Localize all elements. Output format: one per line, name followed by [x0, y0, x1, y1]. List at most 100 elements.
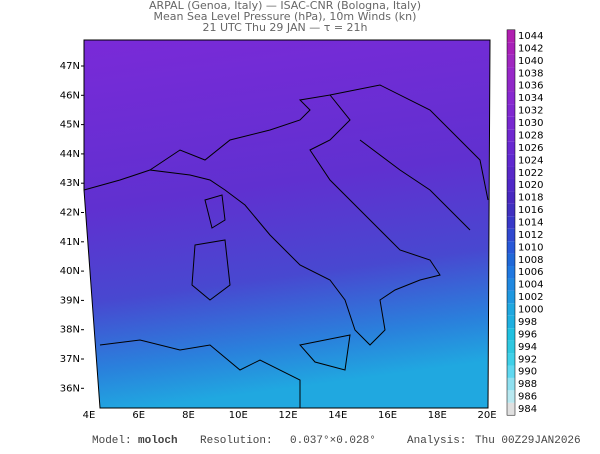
resolution-value: 0.037°×0.028°	[290, 435, 376, 447]
colorbar-label: 1026	[518, 143, 543, 154]
lat-label: 45N	[60, 120, 80, 131]
colorbar-label: 1034	[518, 93, 543, 104]
colorbar-frame	[506, 29, 516, 416]
colorbar-label: 992	[518, 354, 537, 365]
colorbar-segment	[507, 353, 515, 366]
colorbar-label: 1002	[518, 292, 543, 303]
colorbar-segment	[507, 141, 515, 155]
colorbar-label: 1040	[518, 56, 543, 67]
lat-label: 42N	[60, 208, 80, 219]
colorbar-label: 984	[518, 404, 537, 415]
lat-labels: 47N 46N 45N 44N 43N 42N 41N 40N 39N 38N 37N 36N	[60, 61, 84, 394]
lat-label: 36N	[60, 383, 80, 394]
analysis-label: Analysis:	[407, 435, 466, 447]
analysis-value: Thu 00Z29JAN2026	[475, 435, 581, 447]
colorbar-segment	[507, 54, 515, 68]
lon-label: 10E	[229, 410, 248, 421]
colorbar-segment	[507, 278, 515, 291]
colorbar-label: 1010	[518, 242, 543, 253]
colorbar-segment	[507, 328, 515, 341]
colorbar-label: 1014	[518, 218, 543, 229]
colorbar-label: 1008	[518, 255, 543, 266]
colorbar-segment	[507, 402, 515, 416]
lat-label: 38N	[60, 325, 80, 336]
colorbar-label: 1004	[518, 280, 543, 291]
lon-label: 18E	[428, 410, 447, 421]
colorbar-label: 1022	[518, 168, 543, 179]
map-frame	[83, 39, 491, 409]
colorbar-segment	[507, 340, 515, 354]
colorbar-label: 998	[518, 317, 537, 328]
colorbar-segment	[507, 67, 515, 80]
colorbar-segment	[507, 315, 515, 329]
header-line: ARPAL (Genoa, Italy) — ISAC-CNR (Bologna…	[149, 0, 421, 12]
colorbar-label: 1030	[518, 118, 543, 129]
colorbar-label: 1032	[518, 106, 543, 117]
lon-label: 4E	[83, 410, 96, 421]
lat-label: 47N	[60, 61, 80, 72]
colorbar-segment	[507, 266, 515, 279]
colorbar-segment	[507, 228, 515, 242]
colorbar-label: 1042	[518, 43, 543, 54]
lat-label: 46N	[60, 90, 80, 101]
lon-label: 8E	[182, 410, 195, 421]
colorbar-segment	[507, 290, 515, 304]
colorbar-segment	[507, 253, 515, 267]
colorbar-label: 1012	[518, 230, 543, 241]
colorbar-label: 994	[518, 342, 537, 353]
coastline-other	[83, 84, 489, 408]
colorbar-segment	[507, 216, 515, 229]
coastline-italy	[148, 94, 441, 346]
colorbar-segment	[507, 29, 515, 43]
colorbar-label: 996	[518, 329, 537, 340]
colorbar-segment	[507, 116, 515, 130]
colorbar-segment	[507, 191, 515, 204]
colorbar-label: 1006	[518, 267, 543, 278]
colorbar-label: 1024	[518, 155, 543, 166]
header-line: 21 UTC Thu 29 JAN — τ = 21h	[202, 21, 367, 34]
map-area	[83, 39, 491, 409]
lat-label: 44N	[60, 149, 80, 160]
colorbar-segment	[507, 365, 515, 378]
colorbar-label: 1016	[518, 205, 543, 216]
colorbar-segment	[507, 241, 515, 254]
colorbar-label: 1044	[518, 31, 543, 42]
colorbar-segment	[507, 303, 515, 316]
colorbar-segment	[507, 104, 515, 117]
lon-label: 20E	[477, 410, 496, 421]
model-value: moloch	[138, 435, 178, 447]
lon-label: 6E	[132, 410, 145, 421]
lat-label: 43N	[60, 178, 80, 189]
lon-labels: 4E 6E 8E 10E 12E 14E 16E 18E 20E	[83, 410, 497, 421]
colorbar-segment	[507, 154, 515, 167]
colorbar-label: 988	[518, 379, 537, 390]
colorbar-label: 986	[518, 392, 537, 403]
colorbar-label: 1028	[518, 130, 543, 141]
coastline-islands	[191, 194, 351, 371]
colorbar-label: 990	[518, 367, 537, 378]
pressure-field	[84, 40, 490, 408]
lon-label: 14E	[328, 410, 347, 421]
colorbar-segment	[507, 203, 515, 217]
header-line: Mean Sea Level Pressure (hPa), 10m Winds…	[154, 10, 417, 23]
colorbar-label: 1018	[518, 193, 543, 204]
lat-label: 41N	[60, 237, 80, 248]
lon-label: 16E	[378, 410, 397, 421]
colorbar-label: 1000	[518, 305, 543, 316]
lon-label: 12E	[278, 410, 297, 421]
colorbar-label: 1020	[518, 180, 543, 191]
colorbar-label: 1038	[518, 68, 543, 79]
resolution-label: Resolution:	[200, 435, 273, 447]
lat-label: 40N	[60, 266, 80, 277]
colorbar-segment	[507, 42, 515, 55]
colorbar-label: 1036	[518, 81, 543, 92]
colorbar-segment	[507, 377, 515, 391]
lat-label: 37N	[60, 354, 80, 365]
colorbar-segment	[507, 129, 515, 142]
colorbar-segment	[507, 178, 515, 192]
lat-label: 39N	[60, 295, 80, 306]
colorbar-segment	[507, 91, 515, 105]
model-label: Model:	[92, 435, 132, 447]
